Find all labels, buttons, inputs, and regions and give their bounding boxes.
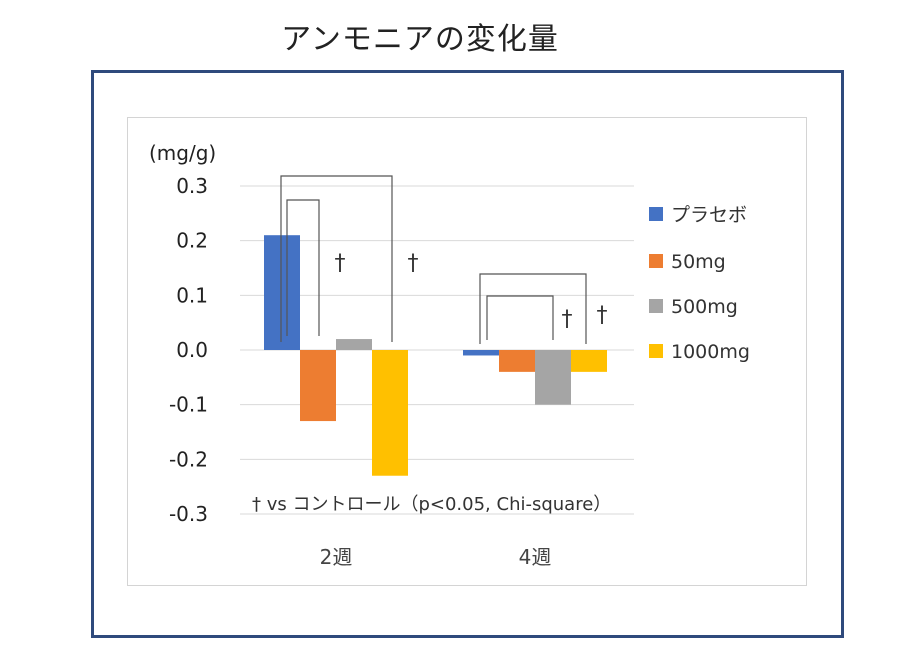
bar [535,350,571,405]
y-tick-label: 0.1 [176,283,208,307]
bar [336,339,372,350]
significance-marker: † [335,251,346,276]
bar [571,350,607,372]
significance-marker: † [408,251,419,276]
chart-area-frame [127,117,807,586]
page-title: アンモニアの変化量 [281,22,559,57]
y-tick-label: 0.2 [176,229,208,253]
significance-bracket [486,295,554,340]
legend-swatch [649,207,663,221]
legend-swatch [649,299,663,313]
legend-label: 1000mg [671,341,750,363]
bar [499,350,535,372]
bar [463,350,499,356]
legend-swatch [649,344,663,358]
y-tick-label: -0.3 [169,502,208,526]
footnote: † vs コントロール（p<0.05, Chi-square） [252,494,611,515]
x-tick-label: 4週 [519,545,552,569]
significance-marker: † [597,303,608,328]
significance-bracket [479,273,587,344]
y-tick-label: -0.2 [169,447,208,471]
significance-marker: † [562,307,573,332]
significance-bracket [280,175,393,342]
y-tick-label: 0.3 [176,174,208,198]
y-tick-label: 0.0 [176,338,208,362]
legend-label: 50mg [671,251,726,273]
legend-label: 500mg [671,296,738,318]
y-axis-label: (mg/g) [149,141,216,165]
x-tick-label: 2週 [320,545,353,569]
bar [264,235,300,350]
y-tick-label: -0.1 [169,393,208,417]
bar [372,350,408,476]
bar [300,350,336,422]
significance-bracket [286,199,320,336]
outer-frame [91,70,844,638]
legend-label: プラセボ [671,204,747,226]
legend-swatch [649,254,663,268]
